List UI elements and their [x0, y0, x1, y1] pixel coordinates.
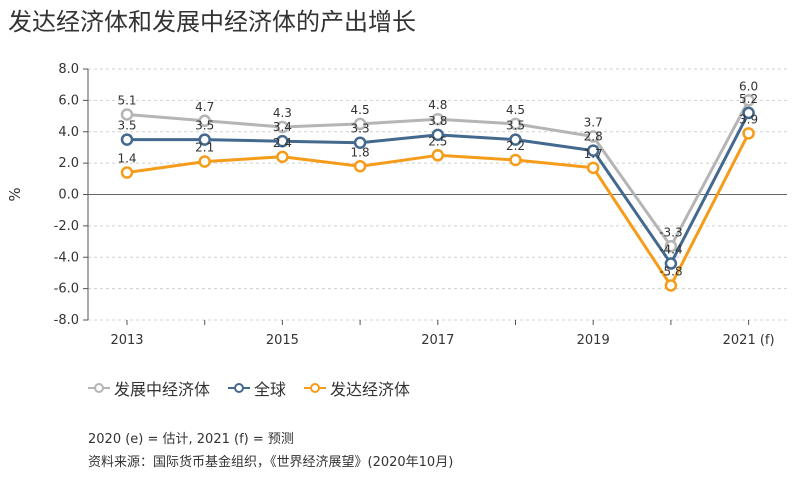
y-tick-label: 2.0 [58, 156, 79, 171]
data-point [664, 257, 678, 270]
data-point [664, 240, 678, 253]
y-tick-label: -6.0 [54, 282, 79, 297]
data-label: 3.5 [195, 119, 214, 133]
y-tick-label: 6.0 [58, 93, 79, 108]
line-chart: 8.0 6.0 4.0 2.0 0.0 -2.0 -4.0 -6.0 -8.0% 2013 2015… [6, 62, 787, 348]
footnote-estimate: 2020 (e) = 估计, 2021 (f) = 预测 [88, 432, 294, 447]
data-label: 5.2 [739, 92, 758, 106]
data-label: 3.9 [739, 112, 758, 126]
chart-legend: 发展中经济体 全球 发达经济体 [88, 376, 428, 400]
data-label: 4.8 [428, 98, 447, 112]
legend-marker-advanced [304, 383, 327, 393]
data-point [353, 160, 367, 173]
data-point [276, 120, 289, 134]
data-label: 1.7 [584, 147, 603, 161]
data-label: 3.4 [273, 120, 292, 134]
chart-title: 发达经济体和发展中经济体的产出增长 [8, 8, 416, 36]
data-point [742, 94, 755, 107]
data-label: 6.0 [739, 79, 758, 93]
legend-label-advanced: 发达经济体 [330, 380, 411, 399]
data-label: 4.5 [506, 103, 525, 117]
data-point [586, 130, 600, 143]
data-point [742, 106, 755, 120]
data-point [353, 117, 367, 131]
y-tick-label: -2.0 [54, 219, 79, 234]
data-label: 2.4 [273, 136, 292, 150]
data-point [586, 144, 600, 157]
data-point [586, 161, 600, 175]
data-label: 5.1 [117, 93, 136, 107]
y-axis-label: % [6, 187, 24, 201]
data-label: 4.3 [273, 106, 292, 120]
legend-label-global: 全球 [254, 380, 287, 399]
data-point [276, 134, 289, 148]
y-tick-label: -8.0 [54, 313, 79, 328]
data-label: 3.5 [117, 119, 136, 133]
footnote-source: 资料来源：国际货币基金组织，《世界经济展望》(2020年10月) [88, 455, 454, 470]
data-label: 4.7 [195, 100, 214, 114]
data-point [509, 133, 522, 146]
data-point [509, 117, 522, 131]
data-point [198, 155, 211, 168]
data-point [742, 127, 755, 140]
data-label: 4.5 [351, 103, 370, 117]
y-tick-label: 0.0 [58, 188, 79, 203]
data-point [120, 133, 134, 146]
data-label: 3.3 [351, 122, 370, 136]
data-label: -4.4 [659, 243, 682, 257]
data-point [198, 133, 211, 146]
data-point [353, 136, 367, 149]
data-label: 3.7 [584, 115, 603, 129]
data-label: 2.1 [195, 141, 214, 155]
data-point [664, 279, 678, 292]
data-label: 3.8 [428, 114, 447, 128]
legend-item-advanced[interactable]: 发达经济体 [304, 376, 410, 400]
y-tick-label: 4.0 [58, 125, 79, 140]
legend-item-developing[interactable]: 发展中经济体 [88, 376, 210, 400]
data-label: -3.3 [659, 225, 682, 239]
legend-item-global[interactable]: 全球 [228, 376, 286, 400]
y-tick-label: -4.0 [54, 250, 79, 265]
data-point [120, 108, 134, 121]
x-tick-label: 2021 (f) [723, 333, 775, 348]
data-point [198, 114, 211, 128]
data-point [509, 153, 522, 167]
legend-marker-developing [88, 383, 110, 393]
data-label: 1.8 [351, 145, 370, 159]
data-label: 2.8 [584, 130, 603, 144]
data-labels: 5.1 4.7 4.3 4.5 4.8 4.5 3.7 -3.3 6.0 3.5 3.5 3.4 3.3… [117, 79, 758, 278]
data-point [120, 166, 134, 179]
x-tick-label: 2019 [577, 333, 610, 348]
data-label: 2.5 [428, 134, 447, 148]
data-label: 2.2 [506, 139, 525, 153]
data-label: 1.4 [117, 152, 136, 166]
data-label: 3.5 [506, 119, 525, 133]
x-tick-label: 2015 [266, 333, 299, 348]
x-tick-label: 2017 [421, 333, 454, 348]
data-point [276, 150, 289, 164]
data-label: -5.8 [659, 264, 682, 278]
data-point [431, 149, 445, 162]
x-tick-label: 2013 [110, 333, 143, 348]
data-point [431, 128, 445, 142]
legend-label-developing: 发展中经济体 [114, 380, 211, 399]
legend-marker-global [228, 383, 251, 393]
data-point [431, 112, 445, 126]
series-markers [120, 94, 755, 292]
y-tick-label: 8.0 [58, 62, 79, 77]
